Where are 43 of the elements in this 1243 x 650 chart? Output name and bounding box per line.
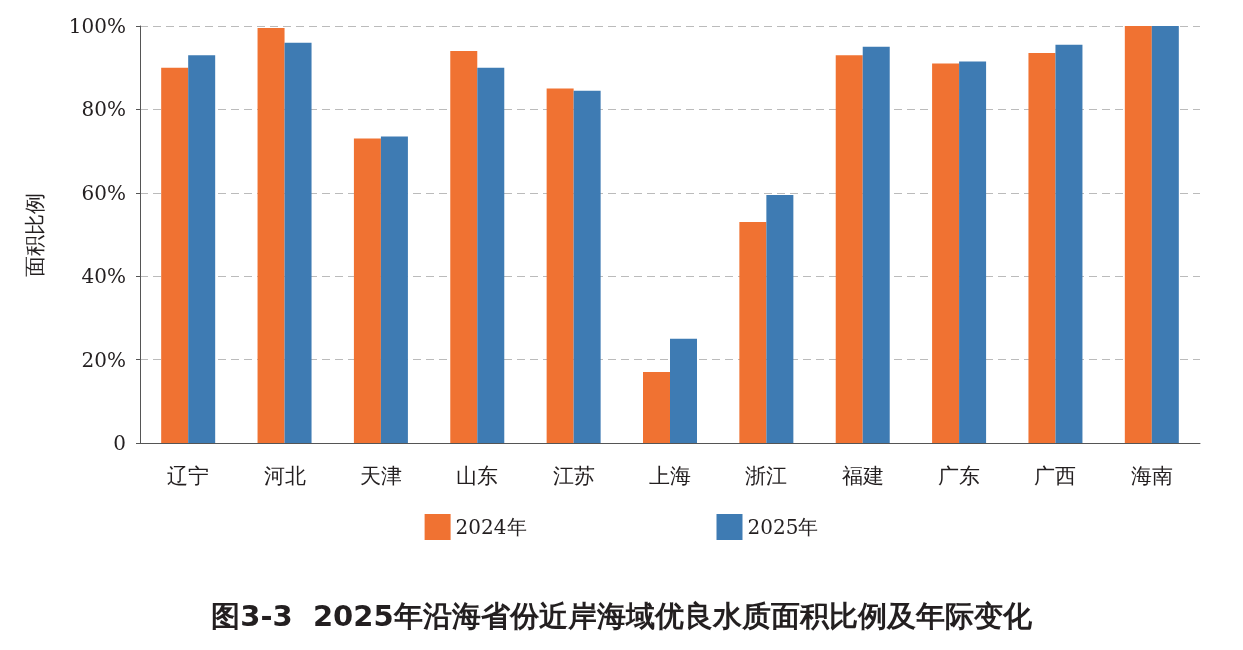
x-tick-label: 福建 [841, 463, 884, 488]
text: 图3-3 2025年沿海省份近岸海域优良水质面积比例及年际变化 [211, 598, 1033, 633]
x-tick-label: 广西 [1034, 463, 1077, 488]
bar [188, 55, 216, 443]
bar [643, 372, 670, 443]
y-tick-label: 60% [81, 180, 126, 205]
x-tick-label: 天津 [359, 463, 402, 488]
bar [353, 138, 381, 443]
bar [161, 67, 189, 443]
y-tick-label: 40% [81, 264, 126, 289]
bar [670, 338, 697, 443]
x-tick-label: 浙江 [745, 463, 788, 488]
legend-label: 2024年 [455, 515, 527, 539]
x-tick-label: 上海 [649, 463, 691, 488]
bar [450, 51, 478, 443]
x-tick-label: 辽宁 [167, 463, 210, 488]
bar [739, 221, 767, 443]
bar [766, 194, 794, 443]
x-tick-label: 海南 [1130, 463, 1173, 488]
legend-label: 2025年 [747, 515, 819, 539]
bar [862, 46, 890, 443]
bar [573, 90, 601, 443]
bar [1028, 53, 1056, 443]
y-axis-title: 面积比例 [22, 192, 47, 277]
bar [932, 63, 960, 443]
bar [1055, 44, 1083, 443]
x-tick-label: 广东 [938, 463, 981, 488]
bar [1124, 26, 1152, 443]
x-tick-label: 江苏 [552, 463, 595, 488]
bar [477, 67, 505, 443]
x-tick-label: 河北 [263, 463, 306, 488]
bar [380, 136, 408, 443]
bar [284, 42, 312, 443]
y-tick-label: 0 [113, 431, 126, 455]
bar [1151, 26, 1179, 443]
bar [257, 28, 285, 443]
y-tick-label: 100% [68, 14, 126, 38]
bar [835, 55, 863, 443]
bar [959, 61, 987, 443]
x-tick-label: 山东 [456, 463, 499, 488]
bar [546, 88, 574, 443]
y-tick-label: 20% [81, 347, 126, 372]
y-tick-label: 80% [81, 97, 126, 122]
